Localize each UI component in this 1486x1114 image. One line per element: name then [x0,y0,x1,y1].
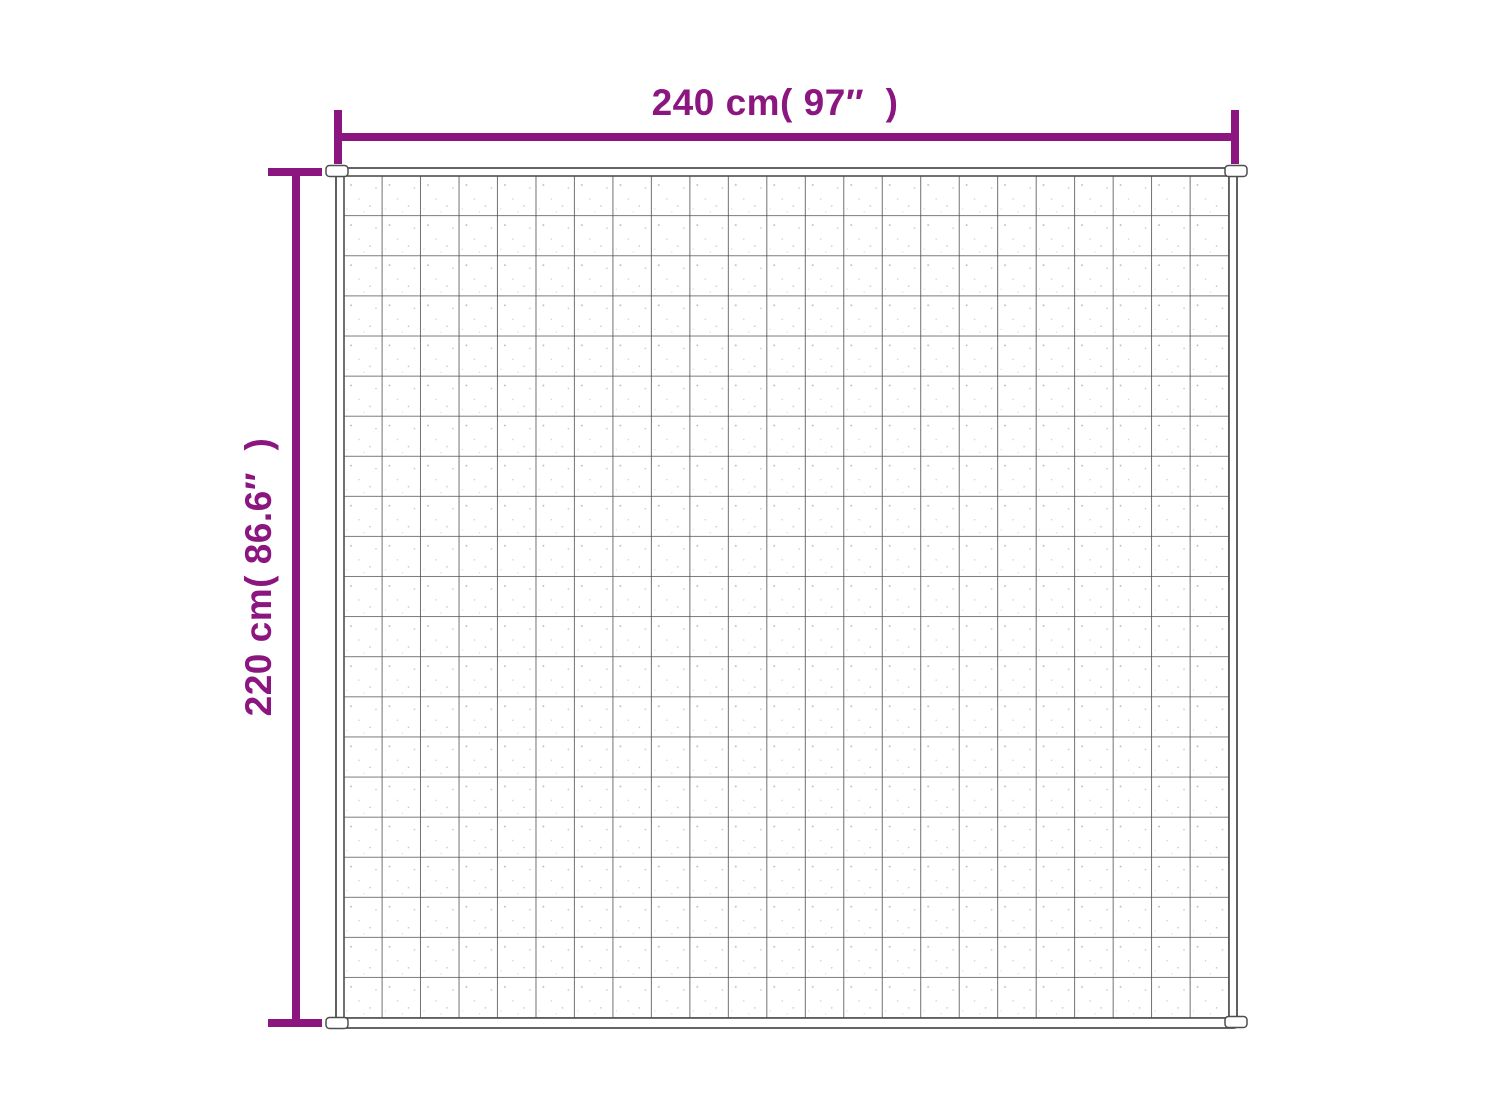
height-dimension-endcap-bottom [268,1019,322,1027]
corner-tab-top-left [325,164,349,178]
height-dimension-line [292,168,300,1026]
width-dimension-line [338,133,1235,141]
corner-tab-bottom-left [325,1016,349,1030]
corner-tab-top-right [1224,164,1248,178]
height-dimension-endcap-top [268,168,322,176]
width-dimension-endcap-right [1231,110,1239,164]
height-dimension-label: 220 cm( 86.6″ ) [238,437,279,717]
width-dimension-endcap-left [334,110,342,164]
width-dimension-label: 240 cm( 97″ ) [651,82,899,123]
corner-tab-bottom-right [1224,1015,1248,1029]
blanket-quilt-grid [343,175,1230,1019]
